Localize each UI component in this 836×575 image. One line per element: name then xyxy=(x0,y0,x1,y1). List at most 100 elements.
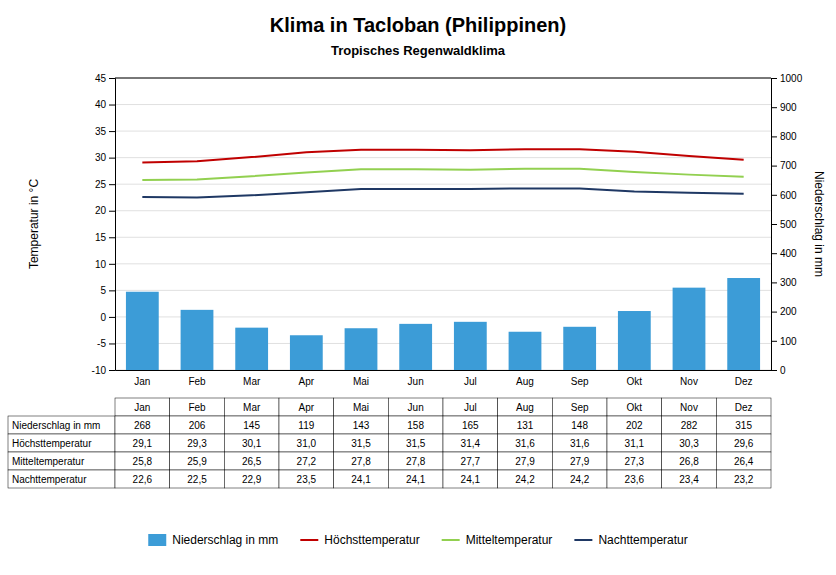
legend-item: Niederschlag in mm xyxy=(148,533,278,547)
tick: 10 xyxy=(95,259,115,270)
table-cell xyxy=(716,434,771,452)
tick: 30 xyxy=(95,152,115,163)
title: Klima in Tacloban (Philippinen) xyxy=(270,14,566,36)
tick-mark xyxy=(109,370,115,371)
tick-label: 100 xyxy=(780,336,797,347)
axis-line xyxy=(116,370,772,371)
grid-line xyxy=(115,210,771,211)
y-axis-title: Temperatur in °C xyxy=(27,179,41,269)
table-text: 22,9 xyxy=(242,474,262,485)
table-text: 24,1 xyxy=(406,474,426,485)
tick-label: 200 xyxy=(780,306,797,317)
grid-line xyxy=(115,104,771,105)
table-cell xyxy=(716,452,771,470)
tick: Jul xyxy=(464,376,477,387)
bar xyxy=(126,292,159,370)
tick: Sep xyxy=(571,376,589,387)
table-text: 268 xyxy=(134,420,151,431)
table-text: 119 xyxy=(298,420,314,431)
bar xyxy=(454,322,487,370)
tick-mark xyxy=(109,78,115,79)
table-text: 22,5 xyxy=(187,474,207,485)
tick: 200 xyxy=(771,306,797,317)
table-text: 24,1 xyxy=(351,474,371,485)
subtitle: Tropisches Regenwaldklima xyxy=(331,43,506,58)
tick: 20 xyxy=(95,205,115,216)
table-text: Aug xyxy=(516,402,534,413)
tick: 800 xyxy=(771,131,797,142)
bar xyxy=(673,288,706,370)
table-cell xyxy=(224,398,279,416)
legend: Niederschlag in mm Höchsttemperatur Mittel… xyxy=(148,533,688,547)
table-text: 27,3 xyxy=(625,456,645,467)
table-text: 23,6 xyxy=(625,474,645,485)
tick-mark xyxy=(109,317,115,318)
tick: 35 xyxy=(95,126,115,137)
tick-mark xyxy=(771,224,777,225)
table-cell xyxy=(388,452,443,470)
table-text: 27,8 xyxy=(351,456,371,467)
bar xyxy=(345,328,378,370)
table-text: 29,1 xyxy=(133,438,153,449)
table-cell xyxy=(662,452,717,470)
plot-area xyxy=(126,149,760,370)
tick-mark xyxy=(771,312,777,313)
table-cell xyxy=(716,470,771,488)
table-cell xyxy=(115,398,170,416)
table-text: 145 xyxy=(243,420,260,431)
table-text: 131 xyxy=(517,420,534,431)
table-text: 30,1 xyxy=(242,438,262,449)
table-cell xyxy=(388,470,443,488)
axis-line xyxy=(109,79,116,371)
table-cell xyxy=(607,470,662,488)
tick: 15 xyxy=(95,232,115,243)
table-text: 315 xyxy=(735,420,752,431)
tick-mark xyxy=(109,343,115,344)
tick-mark xyxy=(771,341,777,342)
table-cell xyxy=(334,416,389,434)
legend-item: Höchsttemperatur xyxy=(300,533,419,547)
table-text: 31,6 xyxy=(570,438,590,449)
tick: Aug xyxy=(516,376,534,387)
axis-line xyxy=(772,79,778,371)
table-cell xyxy=(115,434,170,452)
legend-swatch xyxy=(442,539,460,541)
tick-mark xyxy=(771,282,777,283)
table-cell xyxy=(8,416,115,434)
tick-label: Okt xyxy=(627,376,643,387)
table-cell xyxy=(334,452,389,470)
tick-mark xyxy=(109,264,115,265)
table-text: 25,9 xyxy=(187,456,207,467)
table-cell xyxy=(170,416,225,434)
table-text: Mitteltemperatur xyxy=(12,456,85,467)
table-cell xyxy=(443,470,498,488)
table-cell xyxy=(552,434,607,452)
table-text: 22,6 xyxy=(133,474,153,485)
table-text: Jul xyxy=(464,402,477,413)
tick-label: Nov xyxy=(680,376,698,387)
legend-item: Mitteltemperatur xyxy=(442,533,553,547)
tick-label: 0 xyxy=(100,312,106,323)
table-text: 27,7 xyxy=(461,456,481,467)
tick: Okt xyxy=(627,376,643,387)
table-cell xyxy=(388,416,443,434)
tick-label: 500 xyxy=(780,219,797,230)
tick: Feb xyxy=(188,376,206,387)
tick: -10 xyxy=(92,365,115,376)
table-text: 26,8 xyxy=(679,456,699,467)
tick-label: Jan xyxy=(134,376,150,387)
bar xyxy=(563,327,596,370)
line xyxy=(142,188,743,197)
table-cell xyxy=(662,434,717,452)
tick: Mai xyxy=(353,376,369,387)
table-text: Jun xyxy=(408,402,424,413)
legend-item: Nachttemperatur xyxy=(574,533,687,547)
table-text: 148 xyxy=(571,420,588,431)
table-text: 31,1 xyxy=(625,438,645,449)
table-cell xyxy=(498,398,553,416)
table-cell xyxy=(498,434,553,452)
tick: 5 xyxy=(100,285,115,296)
table-text: Feb xyxy=(188,402,206,413)
table-text: 31,5 xyxy=(351,438,371,449)
table-text: 165 xyxy=(462,420,479,431)
